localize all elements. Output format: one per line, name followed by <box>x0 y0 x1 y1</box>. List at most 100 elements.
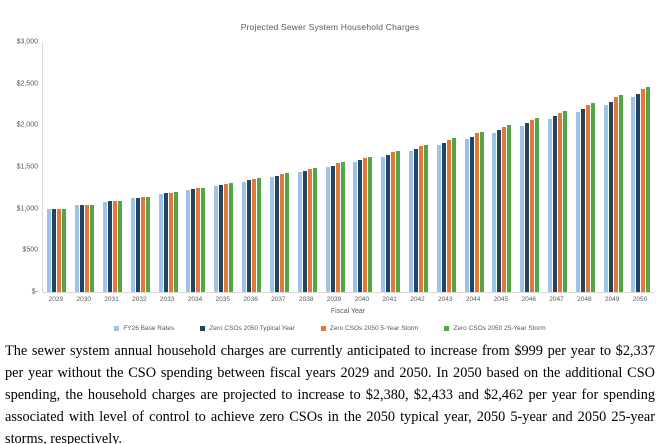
bar <box>325 167 330 292</box>
x-tick-label: 2042 <box>410 296 425 303</box>
x-tick-label: 2046 <box>521 296 536 303</box>
bar-group-2031 <box>103 200 123 292</box>
bar <box>135 197 140 292</box>
x-tick-label: 2036 <box>243 296 258 303</box>
bar-group-2037 <box>269 172 289 292</box>
bar <box>386 154 391 292</box>
x-tick-label: 2049 <box>604 296 620 303</box>
bar <box>312 167 317 292</box>
bar <box>224 183 229 292</box>
x-axis-labels: 2029 2030 2031 2032 2033 2034 2035 2036 2037 2038… <box>42 296 654 303</box>
bar <box>474 133 479 292</box>
bar <box>590 102 595 292</box>
bar <box>353 162 358 292</box>
bar <box>423 144 428 292</box>
bar <box>585 105 590 292</box>
bar <box>302 170 307 292</box>
legend-item: FY26 Base Rates <box>114 325 174 332</box>
x-tick-label: 2033 <box>159 296 175 303</box>
bar <box>608 101 613 292</box>
bar-group-2029 <box>47 208 67 292</box>
bar <box>446 139 451 292</box>
bar <box>631 97 636 292</box>
bar <box>469 136 474 292</box>
sewer-charges-chart: Projected Sewer System Household Charges… <box>0 22 660 332</box>
bar <box>158 194 163 292</box>
legend-item: Zero CSOs 2050 5-Year Storm <box>320 325 419 332</box>
bar <box>641 89 646 292</box>
bar <box>335 163 340 292</box>
legend-label: FY26 Base Rates <box>123 325 175 332</box>
y-axis: $3,000 $2,500 $2,000 $1,500 $1,000 $500 $- <box>0 38 38 296</box>
bar <box>130 198 135 292</box>
bar <box>80 205 85 292</box>
bar-series-area <box>43 42 655 292</box>
x-tick-label: 2048 <box>577 296 592 303</box>
bar <box>520 126 525 292</box>
bar <box>603 104 608 292</box>
bar <box>618 95 623 292</box>
bar-group-2036 <box>242 178 262 292</box>
x-tick-label: 2032 <box>132 296 147 303</box>
bar <box>418 146 423 292</box>
bar <box>145 196 150 292</box>
bar <box>396 150 401 292</box>
bar <box>479 131 484 292</box>
bar <box>507 124 512 292</box>
bar <box>553 116 558 292</box>
bar-group-2032 <box>130 196 150 292</box>
bar <box>358 160 363 292</box>
bar-group-2030 <box>75 204 95 292</box>
bar <box>163 193 168 292</box>
x-tick-label: 2039 <box>326 296 342 303</box>
bar <box>90 204 95 292</box>
bar <box>191 189 196 292</box>
y-tick-label: $500 <box>22 246 38 254</box>
x-tick-label: 2035 <box>215 296 231 303</box>
bar-group-2047 <box>548 110 568 292</box>
bar <box>214 185 219 292</box>
bar <box>535 117 540 292</box>
x-tick-label: 2029 <box>48 296 64 303</box>
bar <box>201 187 206 292</box>
bar <box>75 205 80 292</box>
bar <box>548 119 553 292</box>
x-tick-label: 2038 <box>298 296 314 303</box>
bar <box>451 138 456 292</box>
y-tick-label: $1,500 <box>16 163 38 171</box>
bar-group-2044 <box>464 131 484 292</box>
chart-title: Projected Sewer System Household Charges <box>240 22 420 32</box>
bar-group-2035 <box>214 182 234 292</box>
x-tick-label: 2043 <box>438 296 453 303</box>
bar <box>575 112 580 292</box>
bar <box>525 123 530 292</box>
bar <box>363 157 368 292</box>
bar <box>413 148 418 292</box>
bar-group-2034 <box>186 187 206 292</box>
bar-group-2033 <box>158 192 178 292</box>
bar-group-2049 <box>603 95 623 292</box>
bar <box>52 208 57 292</box>
bar <box>580 109 585 292</box>
legend-label: Zero CSOs 2050 5-Year Storm <box>329 325 419 332</box>
bar <box>279 173 284 292</box>
bar <box>62 208 67 292</box>
bar <box>492 132 497 292</box>
y-tick-label: $- <box>31 288 38 296</box>
legend-swatch-icon <box>320 326 326 331</box>
bar <box>274 175 279 292</box>
bar <box>85 204 90 292</box>
bar <box>113 201 118 292</box>
bar <box>57 208 62 292</box>
bar <box>257 178 262 292</box>
y-tick-label: $2,000 <box>16 121 38 129</box>
y-tick-label: $3,000 <box>16 38 38 46</box>
bar-group-2040 <box>353 156 373 292</box>
legend: FY26 Base Rates Zero CSOs 2050 Typical Ye… <box>0 325 660 332</box>
bar <box>340 162 345 292</box>
x-tick-label: 2037 <box>271 296 286 303</box>
bar-group-2046 <box>520 117 540 292</box>
bar <box>219 184 224 292</box>
bar <box>140 196 145 292</box>
